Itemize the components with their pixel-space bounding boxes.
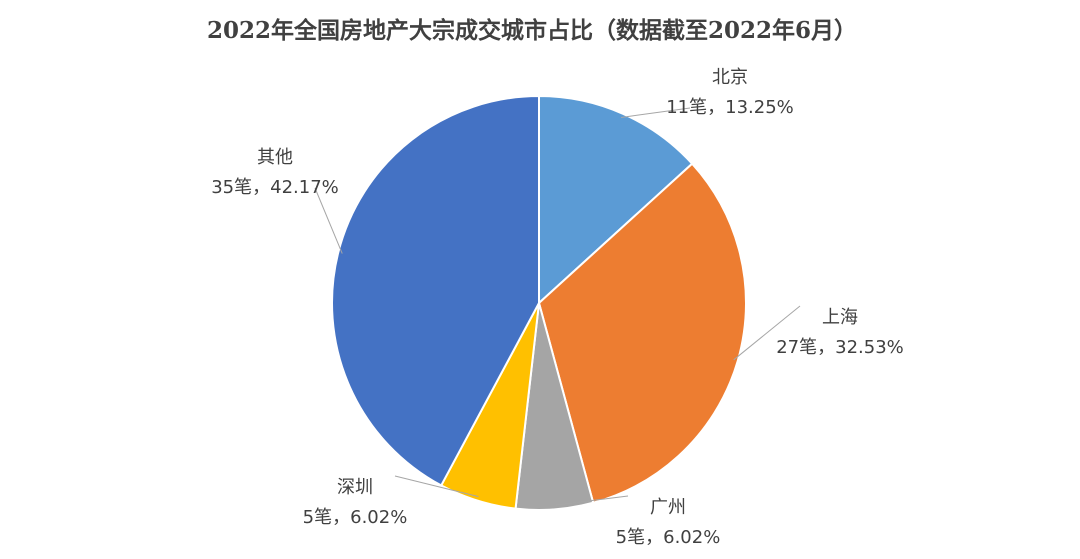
value-label: 35笔，42.17%	[211, 177, 339, 198]
category-label: 北京	[712, 67, 748, 88]
leader-line	[314, 187, 343, 254]
value-label: 11笔，13.25%	[666, 97, 794, 118]
value-label: 5笔，6.02%	[303, 507, 408, 528]
value-label: 27笔，32.53%	[776, 337, 904, 358]
leader-line	[394, 475, 479, 498]
category-label: 上海	[822, 307, 858, 328]
category-label: 深圳	[337, 477, 373, 498]
leader-line	[554, 495, 629, 506]
pie-slice	[331, 94, 540, 487]
leader-line	[620, 107, 691, 118]
category-label: 其他	[257, 147, 293, 168]
category-label: 广州	[650, 497, 686, 518]
pie-slice	[537, 162, 748, 505]
value-label: 5笔，6.02%	[616, 527, 721, 548]
pie-slice	[538, 94, 694, 306]
chart-title: 2022年全国房地产大宗成交城市占比（数据截至2022年6月）	[207, 17, 857, 44]
leader-line	[733, 305, 801, 361]
